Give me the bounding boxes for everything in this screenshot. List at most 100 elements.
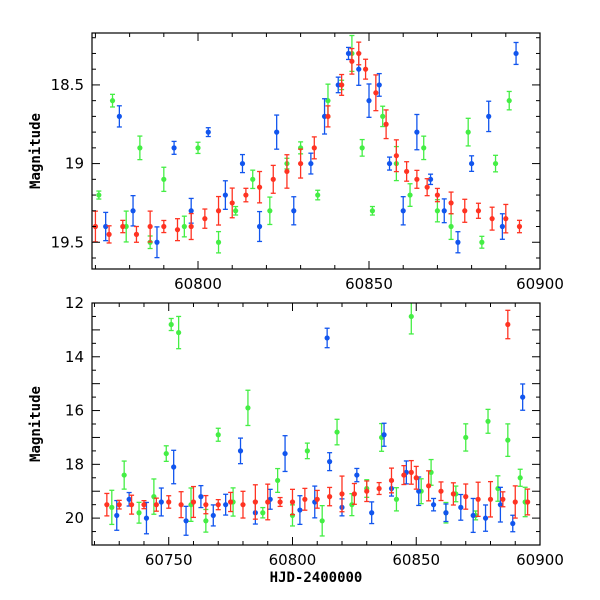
data-point-green	[260, 510, 266, 516]
data-point-blue	[239, 160, 246, 167]
data-point-green	[96, 192, 102, 198]
data-point-red	[339, 491, 345, 497]
y-tick-label: 18	[65, 455, 84, 473]
data-point-red	[462, 208, 468, 214]
data-point-red	[243, 192, 249, 198]
data-point-blue	[369, 510, 375, 516]
data-point-green	[448, 223, 454, 230]
data-point-green	[168, 321, 174, 328]
data-point-green	[136, 510, 142, 516]
data-point-green	[315, 192, 321, 198]
data-point-green	[121, 472, 127, 478]
data-point-green	[506, 98, 512, 104]
data-point-blue	[510, 520, 516, 527]
data-point-blue	[470, 512, 476, 519]
data-point-blue	[256, 223, 263, 230]
data-point-green	[215, 239, 222, 245]
data-point-red	[147, 223, 153, 230]
data-point-blue	[188, 208, 194, 214]
data-point-green	[334, 429, 340, 435]
data-point-green	[463, 434, 469, 441]
data-point-red	[325, 113, 331, 119]
data-point-red	[376, 485, 382, 492]
data-point-green	[393, 496, 400, 502]
data-point-blue	[486, 113, 492, 119]
data-point-red	[178, 502, 184, 508]
data-point-green	[421, 145, 427, 151]
data-point-green	[359, 145, 365, 151]
data-point-green	[408, 313, 414, 320]
data-point-green	[176, 329, 182, 336]
data-point-red	[438, 488, 444, 494]
y-axis-label: Magnitude	[28, 113, 44, 189]
data-point-green	[195, 145, 201, 151]
x-tick-label: 60800	[269, 551, 317, 569]
data-point-red	[351, 491, 357, 497]
y-tick-label: 20	[65, 509, 84, 527]
data-point-red	[252, 499, 258, 505]
data-point-blue	[427, 176, 434, 182]
data-point-red	[289, 499, 296, 505]
data-point-red	[475, 208, 482, 214]
data-point-red	[349, 58, 355, 64]
data-point-red	[388, 477, 395, 484]
data-point-red	[356, 50, 362, 57]
data-point-red	[215, 502, 221, 508]
data-point-red	[373, 90, 379, 96]
data-point-green	[517, 475, 523, 481]
data-point-blue	[237, 448, 244, 454]
data-point-red	[383, 121, 389, 127]
data-point-blue	[171, 145, 177, 151]
data-point-green	[465, 129, 471, 135]
data-point-green	[161, 176, 167, 182]
data-point-red	[475, 496, 481, 502]
data-point-blue	[443, 510, 449, 516]
data-point-red	[413, 475, 419, 481]
data-point-blue	[291, 208, 297, 214]
x-tick-label: 60850	[392, 551, 440, 569]
data-point-red	[327, 494, 333, 500]
data-point-red	[141, 502, 147, 508]
data-point-blue	[183, 518, 189, 524]
y-tick-label: 19	[65, 155, 84, 173]
data-point-blue	[158, 499, 164, 505]
data-point-red	[202, 216, 208, 222]
data-point-red	[463, 494, 469, 500]
data-point-blue	[282, 450, 288, 457]
data-point-blue	[154, 239, 160, 245]
data-point-red	[450, 491, 456, 497]
data-point-red	[434, 192, 441, 198]
data-point-blue	[198, 494, 204, 500]
data-point-green	[492, 160, 499, 167]
data-point-red	[404, 168, 410, 175]
data-point-red	[298, 160, 304, 167]
data-point-green	[380, 113, 386, 119]
data-point-red	[284, 168, 290, 175]
data-point-blue	[458, 504, 464, 510]
data-point-blue	[416, 488, 422, 494]
y-tick-label: 18.5	[51, 76, 84, 94]
data-point-red	[408, 469, 414, 475]
data-point-green	[203, 518, 209, 524]
x-tick-label: 60850	[345, 275, 393, 293]
data-point-red	[512, 499, 518, 505]
data-point-red	[133, 231, 140, 237]
data-point-red	[104, 502, 110, 508]
data-point-red	[362, 66, 369, 72]
data-point-blue	[497, 502, 503, 508]
y-tick-label: 12	[65, 294, 84, 312]
x-tick-label: 60900	[516, 275, 564, 293]
data-point-red	[311, 145, 317, 151]
data-point-blue	[499, 223, 505, 230]
data-point-blue	[308, 160, 314, 167]
data-point-red	[487, 496, 494, 502]
data-point-blue	[386, 160, 393, 167]
data-point-blue	[455, 239, 461, 245]
data-point-red	[265, 499, 271, 505]
data-point-blue	[205, 129, 211, 135]
data-point-green	[369, 208, 376, 214]
data-point-blue	[414, 129, 420, 135]
data-point-red	[228, 499, 234, 505]
data-point-green	[304, 448, 310, 454]
